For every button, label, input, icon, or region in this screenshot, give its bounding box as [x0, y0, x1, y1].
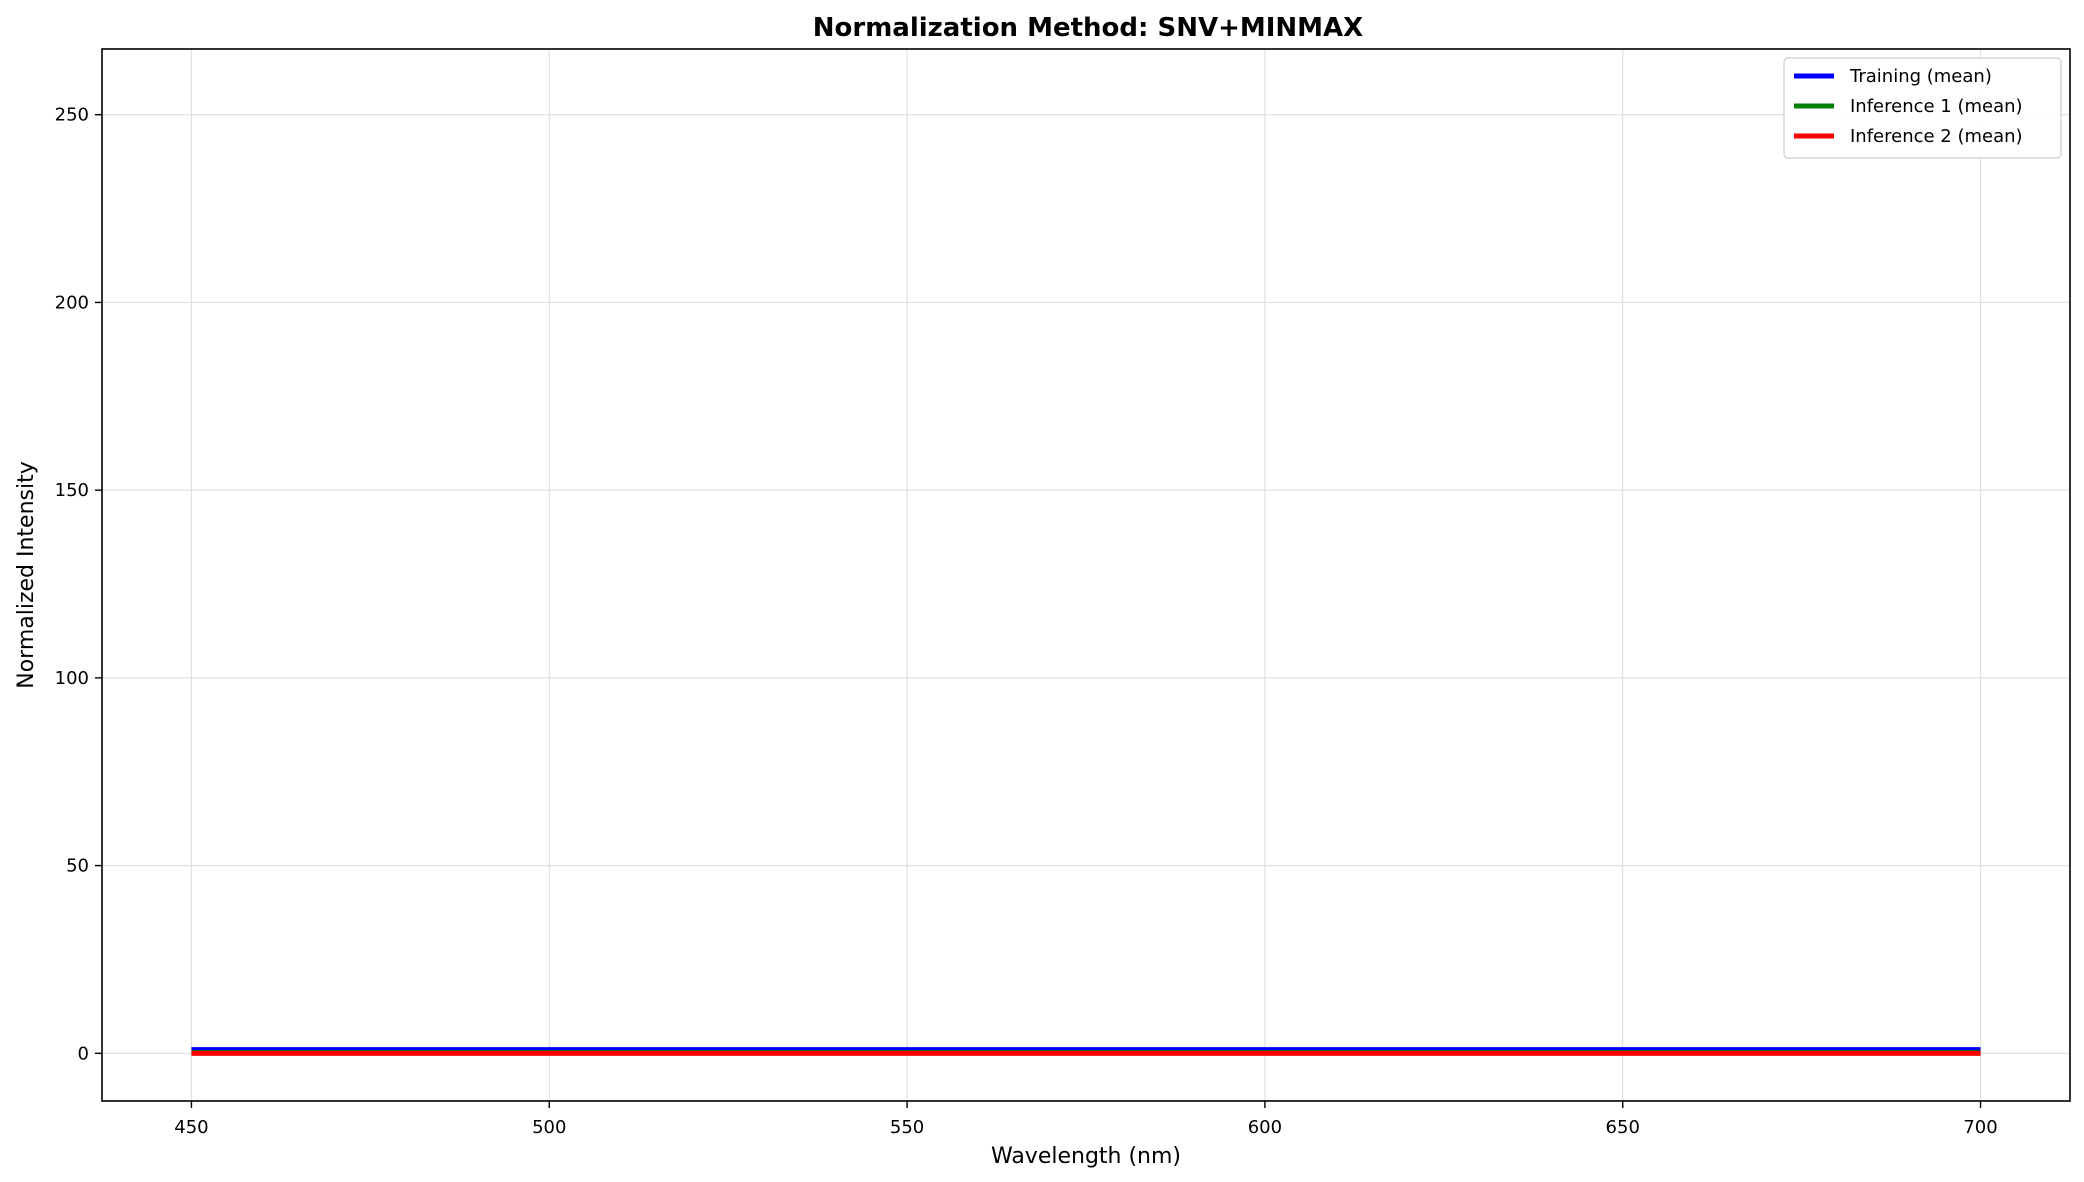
x-tick-label: 550: [890, 1117, 924, 1138]
y-tick-label: 100: [55, 668, 89, 689]
legend-box: [1783, 57, 2062, 159]
x-tick-label: 450: [174, 1117, 208, 1138]
x-axis-label: Wavelength (nm): [991, 1144, 1181, 1169]
y-ticks: 0 50 100 150 200 250: [55, 105, 102, 1064]
legend-label-1: Training (mean): [1849, 66, 1992, 87]
x-tick-label: 700: [1963, 1117, 1997, 1138]
legend: Training (mean) Inference 1 (mean) Inferen…: [1783, 57, 2062, 159]
plot-frame: [101, 48, 2071, 1102]
legend-label-2: Inference 1 (mean): [1850, 96, 2023, 117]
x-tick-label: 600: [1248, 1117, 1282, 1138]
chart-title: Normalization Method: SNV+MINMAX: [813, 13, 1363, 43]
x-ticks: 450 500 550 600 650 700: [174, 1101, 1998, 1138]
legend-label-3: Inference 2 (mean): [1850, 126, 2023, 147]
y-tick-label: 0: [78, 1043, 89, 1064]
y-tick-label: 150: [55, 480, 89, 501]
x-tick-label: 500: [532, 1117, 566, 1138]
y-axis-label: Normalized Intensity: [14, 461, 39, 689]
y-tick-label: 50: [66, 856, 89, 877]
series-group: [191, 1047, 1981, 1056]
x-tick-label: 650: [1606, 1117, 1640, 1138]
y-tick-label: 200: [55, 292, 89, 313]
y-tick-label: 250: [55, 105, 89, 126]
